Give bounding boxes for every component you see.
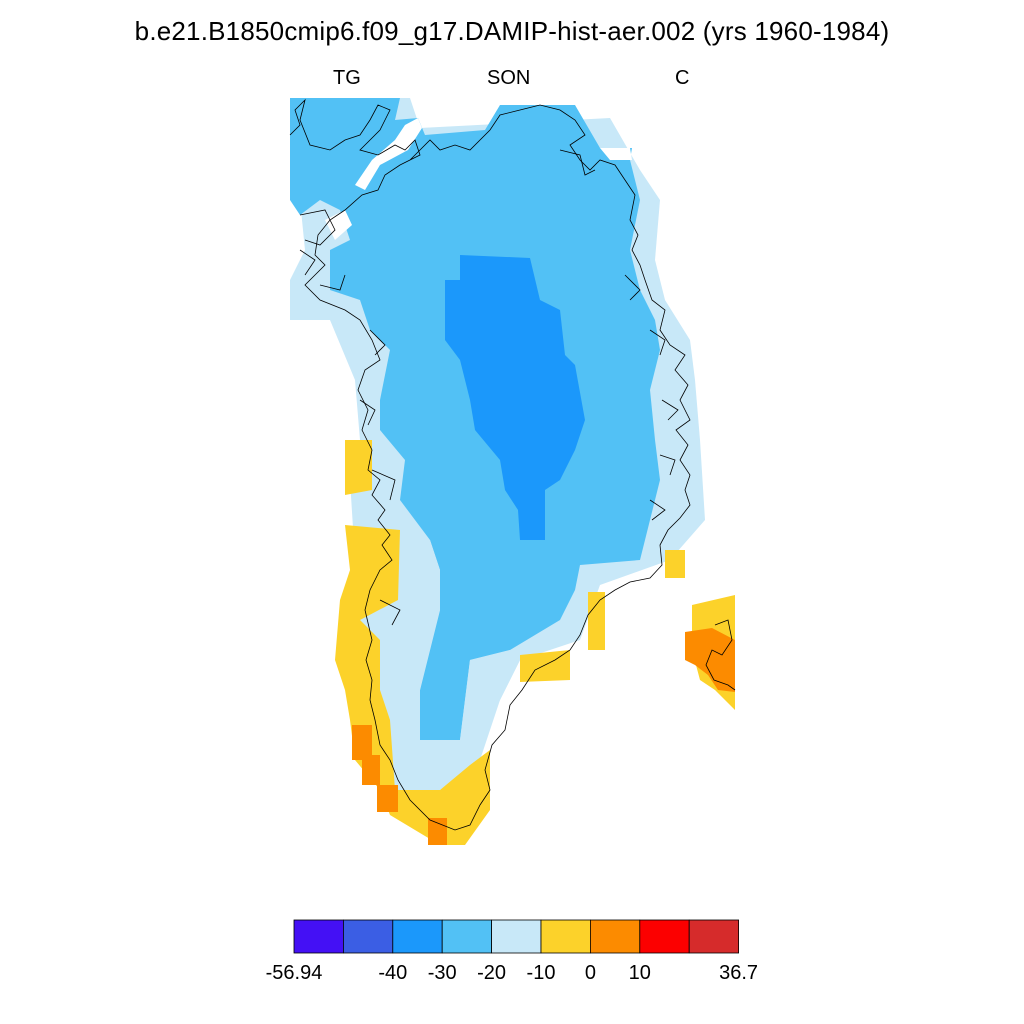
region-yellow-se [588,592,605,650]
units-label: C [675,67,690,89]
colorbar-tick-label: -30 [427,962,457,984]
colorbar-swatch [590,919,641,954]
gap-ne-1 [600,148,632,160]
coastline-greenland [289,98,691,831]
colorbar-swatch [392,919,443,954]
coastline [289,98,736,831]
region-orange-1 [352,725,372,760]
colorbar-swatch [342,919,394,954]
colorbar-tick-label: 10 [628,962,651,984]
colorbar-swatch [688,919,740,954]
colorbar-swatch [441,919,493,954]
region-dark-blue [445,255,585,540]
region-yellow-west [345,440,372,495]
colorbar-tick-label: 36.7 [719,962,759,984]
region-light-blue-sw [360,540,520,790]
variable-label: TG [333,67,361,89]
region-orange-3 [377,785,398,812]
gap-nw-2 [325,210,352,240]
colorbar-swatch [639,919,690,954]
gap-nw-1 [355,118,422,190]
temperature-field [290,98,735,845]
region-yellow-east [665,550,685,578]
colorbar-swatch [540,919,591,954]
region-orange-2 [362,755,380,785]
colorbar-swatch [293,919,344,954]
colorbar-tick-label: -40 [378,962,408,984]
plot-title: b.e21.B1850cmip6.f09_g17.DAMIP-hist-aer.… [134,16,890,46]
colorbar-tick-label: 0 [584,962,596,984]
colorbar-tick-label: -20 [477,962,507,984]
colorbar [293,919,740,954]
colorbar-tick-label: -10 [526,962,556,984]
season-label: SON [487,67,531,89]
colorbar-swatch [491,919,542,954]
coastline-fjords-west [299,209,401,626]
coastline-fjords-east [559,149,679,521]
colorbar-tick-label: -56.94 [265,962,323,984]
region-orange-iceland [685,628,735,692]
region-orange-4 [428,818,447,845]
coastline-iceland [705,619,736,691]
